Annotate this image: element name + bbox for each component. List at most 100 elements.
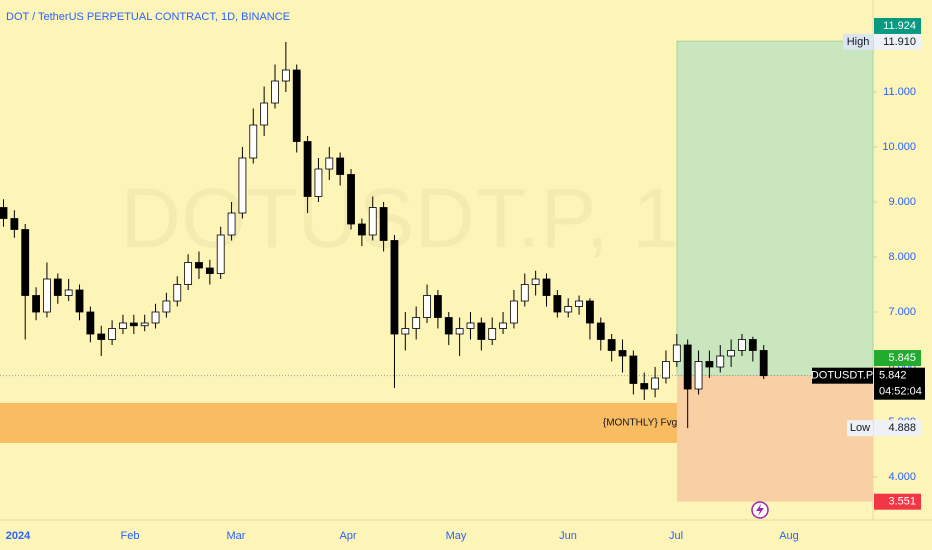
candle-body [227,212,236,236]
candle-body [108,328,116,340]
candle-body [357,223,366,236]
low-label-bg [874,420,921,437]
candle-body [629,355,638,384]
candle-body [314,168,323,197]
fvg-label: {MONTHLY} Fvg [603,418,677,429]
candle-body [694,361,703,390]
high-label: 11.910 [883,36,916,48]
candle-body [444,317,453,335]
candle-body [43,278,51,313]
candle-body [271,80,279,104]
candle-body [292,69,301,142]
candle-body [97,333,106,340]
candle-body [618,350,627,357]
symbol-tag: DOTUSDT.P [811,370,873,382]
candle-body [64,289,73,296]
candle-body [542,278,551,296]
event-icon-bolt [756,504,764,516]
high-label-bg [874,33,921,50]
candle-body [21,229,30,296]
candle-body [466,322,475,329]
candle-body [238,157,247,214]
candle-body [184,262,193,285]
candle-body [53,278,62,296]
candle-body [477,322,486,340]
loss-zone [677,375,873,502]
candle-body [596,322,605,340]
candle-body [488,328,497,340]
candle-body [738,339,746,351]
x-tick-label: Mar [227,530,246,542]
countdown: 04:52:04 [879,386,922,398]
x-tick-label: 2024 [6,530,31,542]
candle-body [162,300,171,313]
candle-body [455,328,464,335]
candle-body [640,383,649,390]
candle-body [607,339,616,351]
watermark: DOTUSDT.P, 1D [120,171,739,265]
candle-body [412,317,421,329]
candle-body [683,344,692,390]
candle-body [390,240,399,335]
candle-body [553,295,562,313]
candle-body [433,295,442,318]
candle-body [368,207,377,236]
candle-body [32,295,40,313]
y-tick-label: 7.000 [888,306,916,318]
candle-body [119,322,127,329]
y-tick-label: 9.000 [888,196,916,208]
candle-body [520,284,529,302]
candle-body [129,322,138,327]
candle-body [325,157,334,170]
candle-body [759,350,768,377]
candle-body [347,174,355,225]
entry-label: 5.845 [888,352,916,364]
candle-body [86,311,95,335]
x-tick-label: Feb [121,530,140,542]
candle-body [531,278,540,285]
candle-body [499,322,507,329]
candle-body [662,361,670,379]
fvg-zone [0,403,677,444]
last-price-bg [874,367,925,400]
high-tag: High [847,36,870,48]
candle-body [379,207,388,241]
candle-body [173,284,182,302]
candle-body [281,69,290,82]
symbol-tag-bg [812,367,873,384]
candle-body [260,102,269,126]
candle-body [748,339,757,351]
candle-body [672,344,681,362]
target-label-bg [874,18,921,34]
y-tick-label: 11.000 [883,86,916,98]
candle-body [151,311,160,324]
low-tag-bg [847,420,873,437]
stop-label: 3.551 [888,496,916,508]
candle-body [140,322,149,327]
y-tick-label: 4.000 [888,471,916,483]
candle-body [586,300,594,324]
candle-body [575,300,583,307]
y-tick-label: 8.000 [888,251,916,263]
entry-label-bg [874,350,921,366]
profit-zone [676,40,874,377]
candle-body [216,234,225,274]
x-tick-label: May [446,530,467,542]
y-tick-label: 10.000 [882,141,916,153]
candle-body [716,355,725,368]
candle-body [0,207,8,219]
candle-body [195,262,203,269]
x-tick-label: Jul [669,530,683,542]
target-label: 11.924 [883,20,916,32]
last-price: 5.842 [879,370,907,382]
stop-label-bg [874,493,921,510]
x-tick-label: Aug [779,530,799,542]
candle-body [205,267,214,274]
high-tag-bg [843,33,873,50]
candle-body [564,306,573,313]
candle-body [75,289,84,313]
candle-body [510,300,518,324]
candle-body [423,295,431,318]
candle-body [10,218,19,230]
